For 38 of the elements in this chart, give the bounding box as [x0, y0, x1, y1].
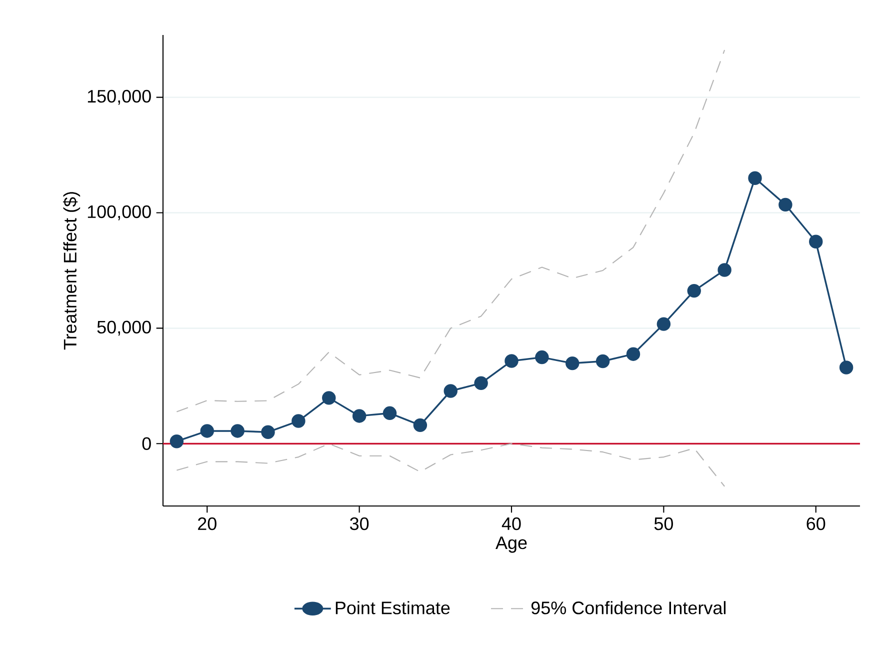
point — [230, 424, 244, 438]
point — [261, 425, 275, 439]
legend-label: 95% Confidence Interval — [531, 601, 726, 614]
y-tick-label: 150,000 — [88, 90, 151, 105]
point — [808, 234, 823, 249]
point — [413, 418, 428, 432]
point — [292, 414, 306, 428]
point — [535, 350, 549, 364]
point — [474, 376, 488, 390]
point — [596, 354, 610, 368]
line-series — [176, 443, 726, 487]
y-axis-title: Treatment Effect ($) — [63, 192, 80, 350]
point — [778, 198, 792, 212]
x-tick-label: 30 — [350, 517, 369, 530]
point — [566, 356, 580, 370]
point — [839, 360, 854, 374]
y-tick-label: 0 — [142, 437, 151, 450]
point — [322, 391, 336, 405]
x-tick-label: 20 — [198, 517, 216, 530]
point — [382, 406, 397, 420]
point — [656, 317, 671, 331]
y-tick-label: 100,000 — [88, 205, 151, 220]
legend-label: Point Estimate — [336, 601, 450, 614]
x-tick-label: 60 — [806, 517, 826, 530]
x-axis-title: Age — [496, 536, 527, 553]
x-tick-label: 40 — [502, 517, 521, 530]
line-series — [176, 49, 726, 412]
point — [200, 424, 214, 438]
y-tick-label: 50,000 — [97, 320, 151, 336]
point — [504, 354, 518, 368]
point — [687, 284, 701, 298]
point — [352, 409, 366, 423]
point — [626, 347, 640, 361]
point — [718, 263, 732, 277]
point — [748, 171, 762, 186]
x-tick-label: 50 — [654, 517, 673, 530]
point — [444, 384, 458, 398]
point — [170, 434, 184, 448]
